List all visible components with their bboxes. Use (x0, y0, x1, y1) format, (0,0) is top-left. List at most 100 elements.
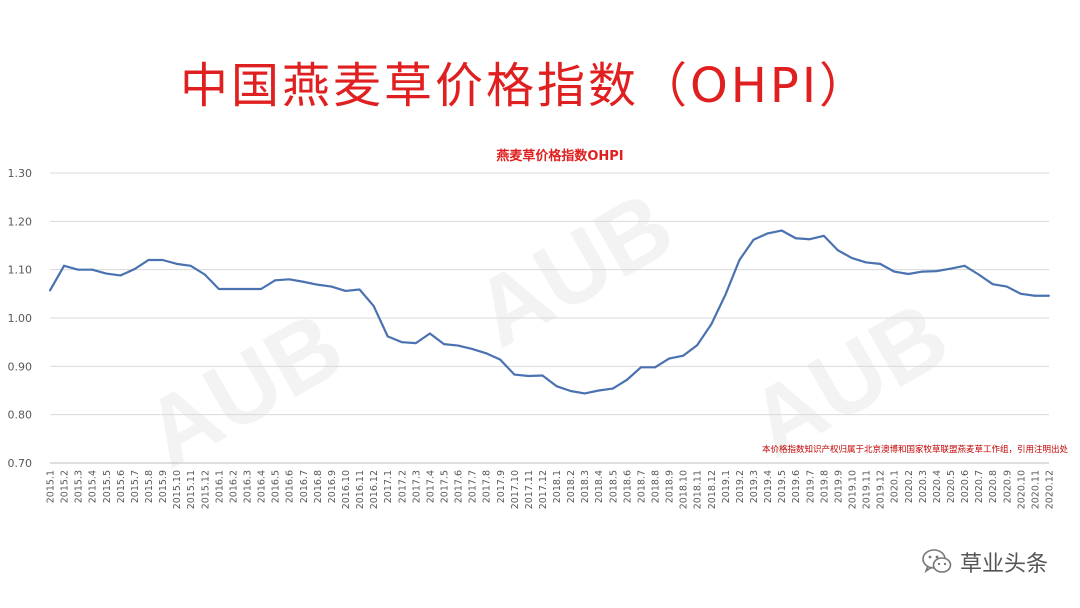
data-point (808, 238, 811, 241)
x-tick-label: 2015.1 (46, 470, 57, 503)
data-point (766, 232, 769, 235)
y-tick-label: 1.00 (8, 312, 33, 325)
copyright-note: 本价格指数知识产权归属于北京澳博和国家牧草联盟燕麦草工作组，引用注明出处 (762, 444, 1069, 455)
x-tick-label: 2015.4 (88, 470, 99, 503)
y-tick-label: 1.20 (8, 215, 33, 228)
data-point (471, 347, 474, 350)
x-tick-label: 2020.2 (904, 470, 915, 503)
data-point (442, 343, 445, 346)
x-tick-label: 2019.11 (862, 470, 873, 509)
x-tick-label: 2019.6 (791, 470, 802, 503)
x-tick-label: 2016.9 (327, 470, 338, 503)
data-point (119, 274, 122, 277)
data-point (175, 262, 178, 265)
x-tick-label: 2017.7 (468, 470, 479, 503)
data-point (372, 304, 375, 307)
x-tick-label: 2015.6 (116, 470, 127, 503)
x-tick-label: 2018.6 (622, 470, 633, 503)
data-point (907, 273, 910, 276)
data-point (457, 344, 460, 347)
x-tick-label: 2018.8 (651, 470, 662, 503)
x-tick-label: 2019.3 (749, 470, 760, 503)
data-point (639, 366, 642, 369)
data-point (133, 268, 136, 271)
data-point (738, 259, 741, 261)
data-point (1033, 294, 1036, 297)
data-point (189, 264, 192, 267)
data-point (91, 268, 94, 271)
data-point (260, 288, 263, 290)
x-tick-label: 2016.10 (341, 470, 352, 509)
x-tick-label: 2018.12 (707, 470, 718, 509)
brand-name: 草业头条 (959, 552, 1048, 577)
x-tick-label: 2017.2 (397, 470, 408, 503)
x-tick-label: 2016.1 (214, 470, 225, 503)
x-tick-label: 2018.2 (566, 470, 577, 503)
x-tick-label: 2017.10 (510, 470, 521, 509)
x-tick-label: 2020.11 (1030, 470, 1041, 509)
data-point (597, 389, 600, 392)
data-point (1005, 285, 1008, 288)
data-point (991, 283, 994, 286)
data-point (555, 385, 558, 388)
data-point (949, 267, 952, 270)
data-point (63, 264, 66, 267)
data-point (485, 352, 488, 355)
x-tick-label: 2015.5 (102, 470, 113, 503)
x-tick-label: 2016.6 (285, 470, 296, 503)
data-point (358, 288, 361, 291)
data-point (161, 259, 164, 261)
x-tick-label: 2019.5 (777, 470, 788, 503)
data-point (49, 289, 51, 292)
data-point (794, 237, 797, 240)
data-point (302, 280, 305, 283)
data-point (879, 262, 882, 265)
data-point (344, 289, 347, 292)
data-point (822, 234, 825, 237)
x-tick-label: 2016.7 (299, 470, 310, 503)
x-tick-label: 2015.8 (144, 470, 155, 503)
data-point (428, 332, 431, 335)
x-tick-label: 2015.12 (200, 470, 211, 509)
data-point (851, 257, 854, 260)
x-tick-label: 2019.4 (763, 470, 774, 503)
data-point (541, 374, 544, 377)
x-tick-label: 2017.8 (482, 470, 493, 503)
data-point (499, 358, 502, 361)
x-tick-label: 2018.11 (693, 470, 704, 509)
data-point (935, 270, 938, 273)
data-point (1019, 292, 1022, 295)
x-tick-label: 2016.5 (271, 470, 282, 503)
data-point (780, 229, 783, 232)
data-point (625, 378, 628, 381)
data-point (245, 288, 248, 290)
x-tick-label: 2016.3 (242, 470, 253, 503)
x-tick-label: 2017.5 (439, 470, 450, 503)
gridlines (50, 172, 1049, 464)
x-tick-label: 2015.11 (186, 470, 197, 509)
data-point (330, 285, 333, 288)
x-tick-label: 2019.8 (819, 470, 830, 503)
data-point (400, 341, 403, 344)
y-tick-label: 0.70 (8, 457, 33, 470)
x-tick-label: 2019.1 (721, 470, 732, 503)
x-tick-label: 2016.11 (355, 470, 366, 509)
x-tick-label: 2016.8 (313, 470, 324, 503)
x-tick-label: 2020.6 (960, 470, 971, 503)
x-tick-label: 2015.9 (158, 470, 169, 503)
data-point (724, 293, 727, 296)
x-tick-label: 2020.12 (1045, 470, 1056, 509)
x-tick-label: 2015.2 (60, 470, 71, 503)
x-tick-label: 2020.3 (918, 470, 929, 503)
x-tick-label: 2016.4 (257, 470, 268, 503)
data-point (752, 238, 755, 241)
x-tick-label: 2020.7 (974, 470, 985, 503)
x-tick-label: 2016.12 (369, 470, 380, 509)
x-tick-label: 2017.12 (538, 470, 549, 509)
data-point (414, 342, 417, 345)
data-point (893, 270, 896, 273)
data-point (105, 272, 108, 275)
series-line-ohpi (49, 229, 1049, 395)
x-tick-label: 2017.9 (496, 470, 507, 503)
y-axis: 0.70 0.80 0.90 1.00 1.10 1.20 1.30 (8, 167, 33, 470)
